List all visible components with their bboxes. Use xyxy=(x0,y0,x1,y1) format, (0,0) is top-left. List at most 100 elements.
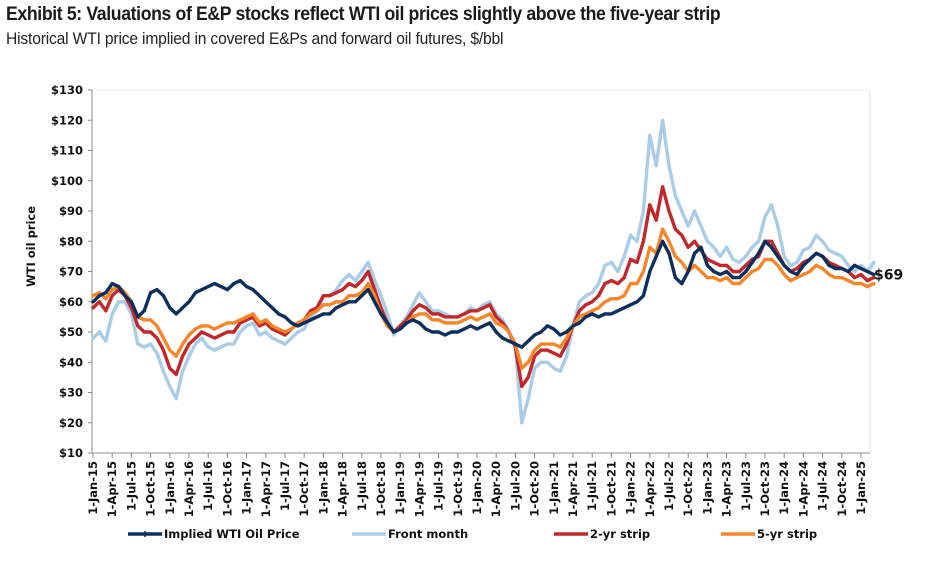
data-point xyxy=(366,260,370,264)
data-point xyxy=(558,333,562,337)
data-point xyxy=(789,269,793,274)
data-point xyxy=(590,291,594,295)
data-point xyxy=(833,276,838,280)
data-point xyxy=(782,272,786,277)
x-tick-label: 1-Oct-24 xyxy=(835,461,849,517)
data-point xyxy=(481,324,485,328)
legend-item: Implied WTI Oil Price xyxy=(128,527,300,541)
data-point xyxy=(853,269,857,274)
data-point xyxy=(558,369,562,373)
data-point xyxy=(437,312,441,316)
legend-item: Front month xyxy=(352,527,468,541)
data-point xyxy=(411,309,415,313)
data-point xyxy=(629,257,633,261)
data-point xyxy=(373,300,377,304)
data-point xyxy=(577,321,582,325)
data-point xyxy=(283,330,287,334)
data-point xyxy=(712,269,716,274)
x-tick-label: 1-Apr-17 xyxy=(259,461,273,517)
data-point xyxy=(417,291,421,295)
data-point xyxy=(821,239,825,243)
data-point xyxy=(603,300,607,304)
data-point xyxy=(808,257,812,261)
data-point xyxy=(520,366,524,370)
data-point xyxy=(744,276,748,280)
data-point xyxy=(341,303,345,307)
data-point xyxy=(277,327,281,331)
data-point xyxy=(142,330,146,334)
data-point xyxy=(315,315,319,319)
data-point xyxy=(731,257,735,261)
axes: $10 $20 $30 $40 $50 $60 $70 $80 $90 $100 $110 $120 $… xyxy=(24,83,871,517)
data-point xyxy=(213,348,217,352)
x-tick-label: 1-Jul-18 xyxy=(355,461,369,511)
data-point xyxy=(680,209,684,213)
data-point xyxy=(648,133,652,137)
data-point xyxy=(392,330,396,334)
legend: Implied WTI Oil Price Front month 2-yr str… xyxy=(128,527,817,541)
data-point xyxy=(289,336,293,340)
data-point xyxy=(456,321,460,325)
y-tick-label: $110 xyxy=(51,144,83,158)
data-point xyxy=(469,309,473,313)
data-point xyxy=(251,288,255,292)
data-point xyxy=(117,300,121,304)
data-point xyxy=(405,321,409,325)
data-point xyxy=(814,263,818,267)
x-tick-label: 1-Jul-16 xyxy=(201,461,215,511)
data-point xyxy=(616,297,620,301)
x-tick-label: 1-Apr-24 xyxy=(796,461,810,517)
data-point xyxy=(289,321,293,325)
data-point xyxy=(238,330,242,334)
x-tick-label: 1-Apr-16 xyxy=(182,461,196,517)
data-point xyxy=(225,321,229,325)
series-layer xyxy=(91,118,876,425)
data-point xyxy=(545,324,550,328)
data-point xyxy=(622,254,626,258)
data-point xyxy=(737,260,742,264)
x-tick-label: 1-Oct-18 xyxy=(374,461,388,517)
data-point xyxy=(539,360,543,364)
data-point xyxy=(597,306,601,310)
data-point xyxy=(149,291,153,295)
data-point xyxy=(232,330,236,334)
data-point xyxy=(123,294,127,298)
data-point xyxy=(737,282,742,286)
data-point xyxy=(616,282,620,286)
data-point xyxy=(769,257,774,261)
data-point xyxy=(769,245,774,249)
data-point xyxy=(680,282,684,286)
x-tick-label: 1-Jul-23 xyxy=(739,461,753,511)
data-point xyxy=(347,294,351,298)
data-point xyxy=(411,315,415,319)
data-point xyxy=(821,266,825,271)
data-point xyxy=(763,257,767,261)
data-point xyxy=(161,348,165,352)
data-point xyxy=(104,309,108,313)
data-point xyxy=(334,306,338,310)
data-point xyxy=(97,330,101,334)
x-tick-label: 1-Jan-16 xyxy=(163,461,177,515)
data-point xyxy=(533,348,537,352)
data-point xyxy=(469,306,473,310)
data-point xyxy=(565,342,569,346)
data-point xyxy=(341,279,345,283)
labels-layer: $69 xyxy=(874,268,903,284)
data-point xyxy=(283,342,287,346)
data-point xyxy=(232,282,236,286)
data-point xyxy=(353,285,357,289)
x-tick-label: 1-Jan-17 xyxy=(240,461,254,515)
data-point xyxy=(232,321,236,325)
data-point xyxy=(385,321,389,325)
data-point xyxy=(417,303,421,307)
data-point xyxy=(731,269,735,274)
data-point xyxy=(686,224,690,228)
data-point xyxy=(840,266,844,271)
data-point xyxy=(206,333,210,337)
data-point xyxy=(424,327,428,331)
data-point xyxy=(565,330,569,334)
data-point xyxy=(110,282,114,286)
data-point xyxy=(731,276,735,280)
data-point xyxy=(859,263,863,267)
data-point xyxy=(430,312,434,316)
